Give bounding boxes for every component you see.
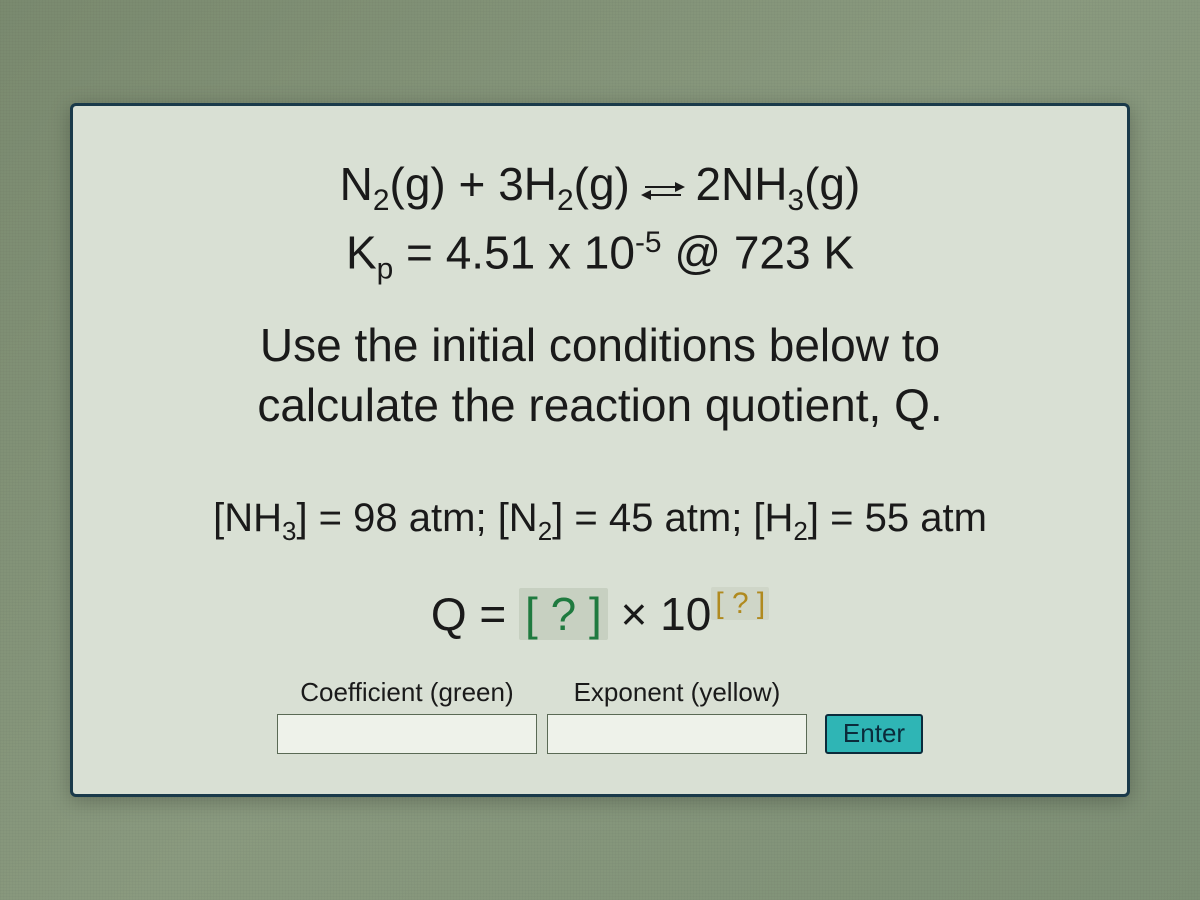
kp-line: Kp = 4.51 x 10-5 @ 723 K	[113, 224, 1087, 288]
cond-nh3: 98	[353, 496, 398, 540]
product-nh3: 2NH3(g)	[695, 158, 860, 210]
exponent-input[interactable]	[547, 714, 807, 754]
prompt-text: Use the initial conditions below to calc…	[113, 316, 1087, 436]
equilibrium-arrow-icon	[643, 180, 683, 202]
plus-sign: +	[459, 158, 499, 210]
coefficient-input[interactable]	[277, 714, 537, 754]
exponent-input-group: Exponent (yellow)	[547, 677, 807, 754]
kp-exp: -5	[635, 226, 662, 259]
reaction-equation: N2(g) + 3H2(g) 2NH3(g)	[113, 156, 1087, 220]
coefficient-placeholder: [ ? ]	[519, 588, 608, 640]
initial-conditions: [NH3] = 98 atm; [N2] = 45 atm; [H2] = 55…	[113, 496, 1087, 547]
q-lhs: Q	[431, 588, 467, 640]
exponent-placeholder: [ ? ]	[711, 587, 769, 620]
enter-button[interactable]: Enter	[825, 714, 923, 754]
reactant-h2: 3H2(g)	[498, 158, 630, 210]
kp-coef: 4.51	[446, 226, 536, 278]
reactant-n2: N2(g)	[340, 158, 446, 210]
answer-template: Q = [ ? ] × 10[ ? ]	[113, 587, 1087, 641]
kp-temp: 723	[734, 226, 811, 278]
cond-n2: 45	[609, 496, 654, 540]
coefficient-input-group: Coefficient (green)	[277, 677, 537, 754]
prompt-line-1: Use the initial conditions below to	[260, 319, 940, 371]
inputs-row: Coefficient (green) Exponent (yellow) En…	[113, 677, 1087, 754]
exponent-label: Exponent (yellow)	[574, 677, 781, 708]
prompt-line-2: calculate the reaction quotient, Q.	[257, 379, 942, 431]
problem-panel: N2(g) + 3H2(g) 2NH3(g) Kp = 4.51 x 10-5 …	[70, 103, 1130, 796]
cond-h2: 55	[865, 496, 910, 540]
coefficient-label: Coefficient (green)	[300, 677, 513, 708]
